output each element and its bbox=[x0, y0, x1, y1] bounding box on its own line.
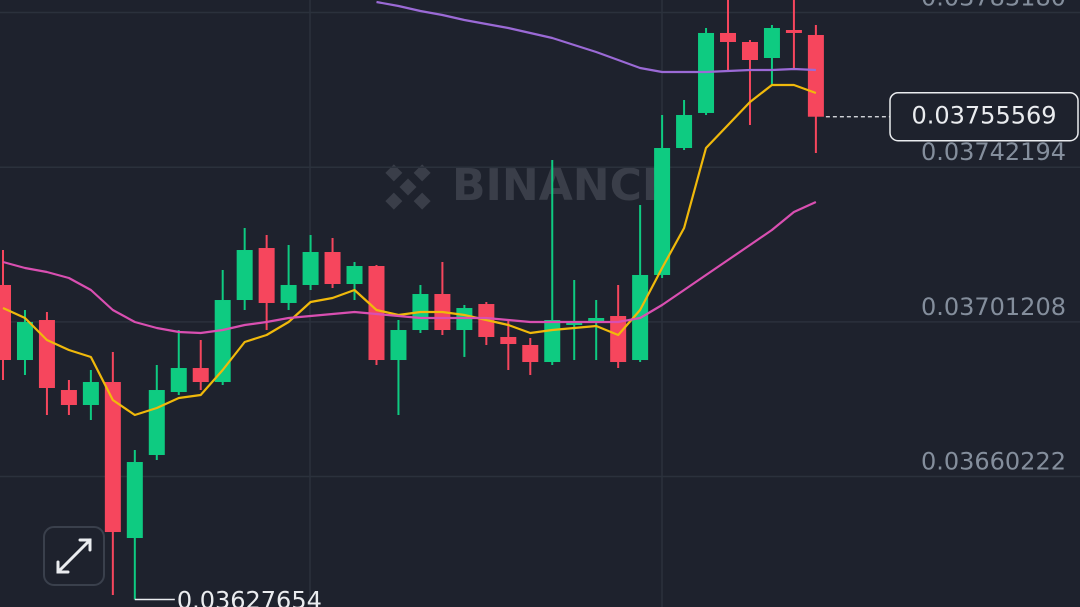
candle-body bbox=[104, 382, 121, 533]
y-tick-label: 0.03742194 bbox=[921, 138, 1066, 166]
moving-average-line bbox=[376, 0, 816, 74]
expand-button[interactable] bbox=[43, 526, 105, 586]
candle-body bbox=[566, 322, 583, 325]
candle-body bbox=[192, 368, 209, 383]
candle-body bbox=[324, 252, 341, 285]
candle-body bbox=[302, 252, 319, 285]
last-price-label: 0.03755569 bbox=[911, 102, 1056, 130]
candle-body bbox=[785, 30, 802, 33]
candle-body bbox=[544, 320, 561, 363]
candle-body bbox=[390, 330, 407, 361]
y-tick-label: 0.03660222 bbox=[921, 448, 1066, 476]
labels: 0.03783180 0.03742194 0.03701208 0.03660222… bbox=[134, 0, 1079, 607]
expand-icon[interactable] bbox=[56, 538, 92, 574]
moving-average-line bbox=[2, 200, 817, 335]
candle-body bbox=[654, 148, 671, 275]
candle-body bbox=[522, 344, 539, 363]
candle-body bbox=[346, 266, 363, 285]
moving-average-line bbox=[2, 83, 817, 417]
y-tick-label: 0.03701208 bbox=[921, 293, 1066, 321]
candle-body bbox=[0, 284, 11, 361]
candle-body bbox=[280, 284, 297, 303]
candle-body bbox=[676, 114, 693, 149]
candle-body bbox=[214, 300, 231, 383]
watermark: BINANCE bbox=[385, 160, 672, 211]
candle-body bbox=[60, 390, 77, 405]
candle-body bbox=[741, 42, 758, 61]
marks bbox=[0, 0, 824, 600]
last-price-box bbox=[889, 91, 1079, 142]
candle-body bbox=[126, 462, 143, 539]
candle-body bbox=[763, 28, 780, 59]
candle-body bbox=[148, 390, 165, 455]
candle-body bbox=[500, 336, 517, 345]
low-marker-label: 0.03627654 bbox=[177, 586, 322, 607]
candle-body bbox=[720, 32, 737, 43]
watermark-text: BINANCE bbox=[452, 160, 672, 211]
candle-body bbox=[16, 322, 33, 361]
candle-body bbox=[610, 316, 627, 363]
candle-body bbox=[258, 248, 275, 303]
candle-body bbox=[807, 34, 824, 117]
candle-body bbox=[588, 318, 605, 323]
y-tick-label: 0.03783180 bbox=[921, 0, 1066, 12]
candle-body bbox=[236, 250, 253, 301]
candle-body bbox=[38, 320, 55, 389]
candle-body bbox=[82, 382, 99, 405]
candle-body bbox=[170, 368, 187, 393]
